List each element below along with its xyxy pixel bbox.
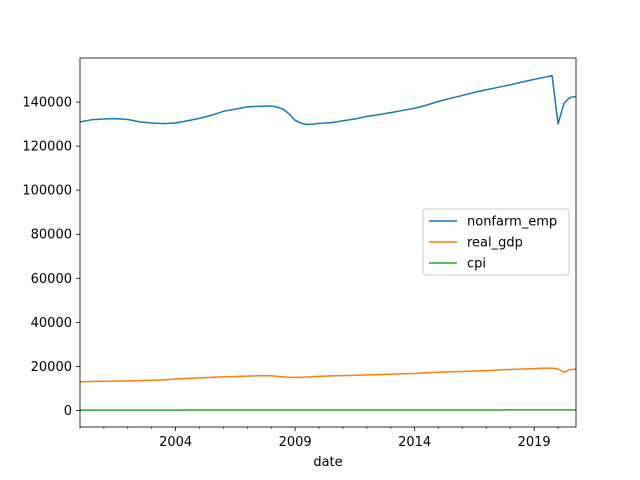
legend-box [422, 208, 570, 276]
series-line-real-gdp [80, 367, 576, 383]
y-tick-label: 20000 [31, 360, 72, 375]
x-axis-label: date [313, 455, 342, 470]
x-tick-label: 2009 [279, 435, 312, 450]
y-tick-label: 60000 [31, 272, 72, 287]
x-tick-label: 2014 [398, 435, 431, 450]
legend-label-real-gdp: real_gdp [467, 236, 523, 251]
x-tick-label: 2004 [159, 435, 192, 450]
y-tick-label: 0 [64, 404, 72, 419]
y-tick-label: 120000 [22, 140, 72, 155]
y-tick-label: 100000 [22, 184, 72, 199]
y-tick-label: 140000 [22, 96, 72, 111]
plot-frame [79, 57, 577, 428]
legend-label-nonfarm-emp: nonfarm_emp [467, 215, 557, 230]
x-tick-label: 2019 [518, 435, 551, 450]
y-tick-label: 40000 [31, 316, 72, 331]
y-tick-label: 80000 [31, 228, 72, 243]
legend-label-cpi: cpi [467, 257, 486, 272]
series-line-nonfarm-emp [80, 74, 576, 126]
series-lines [80, 74, 576, 411]
axes: 0 20000 40000 60000 80000 100000 120000 140000 2… [22, 57, 577, 470]
